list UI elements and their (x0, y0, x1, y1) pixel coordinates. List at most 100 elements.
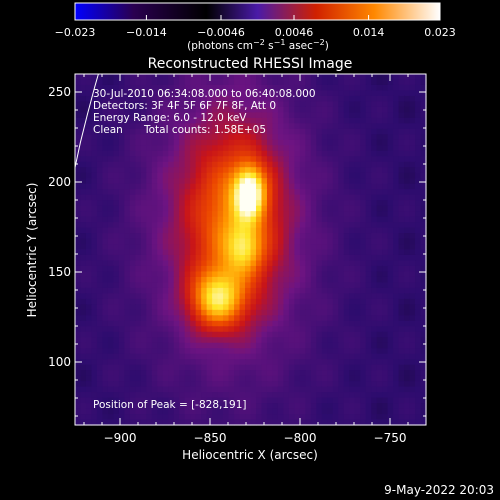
heatmap-cell (305, 216, 312, 223)
heatmap-cell (382, 139, 389, 146)
heatmap-cell (206, 364, 213, 371)
heatmap-cell (332, 260, 339, 267)
heatmap-cell (255, 271, 263, 278)
heatmap-cell (157, 403, 164, 410)
heatmap-cell (146, 260, 153, 267)
heatmap-cell (239, 309, 246, 316)
heatmap-cell (332, 364, 339, 371)
heatmap-cell (305, 337, 312, 344)
heatmap-cell (157, 320, 164, 327)
heatmap-cell (239, 216, 246, 223)
heatmap-cell (349, 293, 356, 300)
heatmap-cell (85, 249, 93, 256)
heatmap-cell (266, 348, 274, 355)
heatmap-cell (212, 320, 219, 327)
heatmap-cell (288, 304, 295, 311)
heatmap-cell (283, 381, 290, 388)
heatmap-cell (206, 128, 213, 135)
heatmap-cell (245, 95, 252, 103)
heatmap-cell (195, 123, 202, 130)
heatmap-cell (201, 315, 208, 322)
heatmap-cell (190, 414, 197, 421)
heatmap-cell (316, 79, 323, 86)
heatmap-cell (327, 156, 334, 163)
heatmap-cell (212, 342, 219, 349)
heatmap-cell (124, 304, 131, 311)
heatmap-cell (294, 238, 301, 245)
heatmap-cell (140, 194, 147, 201)
heatmap-cell (146, 370, 153, 377)
heatmap-cell (321, 260, 328, 267)
heatmap-cell (343, 189, 350, 196)
heatmap-cell (80, 216, 87, 223)
heatmap-cell (360, 233, 367, 240)
heatmap-cell (168, 353, 175, 360)
heatmap-cell (294, 139, 301, 146)
heatmap-cell (393, 123, 400, 130)
heatmap-cell (91, 414, 98, 421)
heatmap-cell (365, 386, 372, 393)
heatmap-cell (96, 375, 104, 382)
heatmap-cell (382, 101, 389, 108)
heatmap-cell (354, 101, 361, 108)
heatmap-cell (228, 419, 235, 426)
heatmap-cell (354, 189, 361, 196)
heatmap-cell (250, 359, 257, 366)
heatmap-cell (277, 392, 284, 399)
heatmap-cell (107, 381, 114, 388)
heatmap-cell (146, 145, 153, 152)
heatmap-cell (157, 397, 164, 404)
heatmap-cell (212, 375, 219, 382)
heatmap-cell (212, 117, 219, 124)
heatmap-cell (299, 145, 306, 152)
heatmap-cell (305, 244, 312, 251)
heatmap-cell (80, 222, 87, 229)
heatmap-cell (327, 244, 334, 251)
heatmap-cell (420, 337, 427, 344)
heatmap-cell (376, 381, 383, 388)
heatmap-cell (228, 211, 235, 218)
heatmap-cell (272, 106, 279, 113)
heatmap-cell (250, 282, 257, 289)
heatmap-cell (217, 260, 224, 267)
heatmap-cell (129, 414, 136, 421)
heatmap-cell (332, 211, 339, 218)
heatmap-cell (146, 309, 153, 316)
heatmap-cell (201, 117, 208, 124)
heatmap-cell (288, 211, 295, 218)
heatmap-cell (140, 145, 147, 152)
heatmap-cell (102, 392, 109, 399)
heatmap-cell (365, 183, 372, 190)
heatmap-cell (91, 79, 98, 86)
heatmap-cell (190, 156, 197, 163)
heatmap-cell (398, 249, 405, 256)
heatmap-cell (245, 112, 252, 119)
heatmap-cell (294, 392, 301, 399)
heatmap-cell (310, 145, 317, 152)
heatmap-cell (376, 370, 383, 377)
heatmap-cell (398, 128, 405, 135)
heatmap-cell (332, 95, 339, 103)
heatmap-cell (393, 320, 400, 327)
heatmap-cell (102, 79, 109, 86)
heatmap-cell (398, 381, 405, 388)
heatmap-cell (96, 123, 104, 130)
heatmap-cell (212, 189, 219, 196)
heatmap-cell (365, 139, 372, 146)
heatmap-cell (179, 227, 186, 234)
heatmap-cell (316, 315, 323, 322)
heatmap-cell (310, 128, 317, 135)
heatmap-cell (327, 419, 334, 426)
heatmap-cell (288, 134, 295, 141)
heatmap-cell (288, 353, 295, 360)
heatmap-cell (327, 139, 334, 146)
heatmap-cell (404, 260, 411, 267)
heatmap-cell (338, 227, 345, 234)
heatmap-cell (261, 260, 268, 267)
heatmap-cell (409, 315, 416, 322)
heatmap-cell (223, 309, 230, 316)
heatmap-cell (266, 408, 274, 415)
heatmap-cell (228, 414, 235, 421)
heatmap-cell (206, 403, 213, 410)
heatmap-cell (234, 315, 241, 322)
